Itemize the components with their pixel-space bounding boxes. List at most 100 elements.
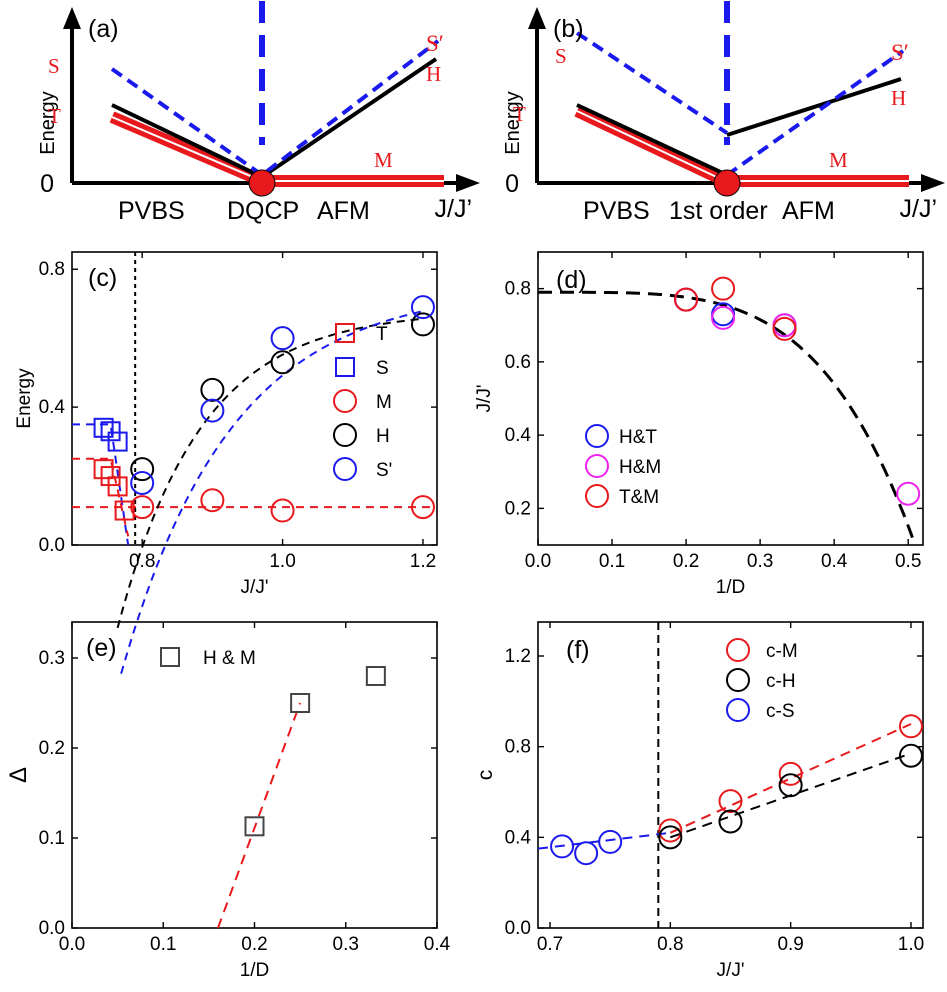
e-marker-0 [244,816,265,837]
c-ytick-label-0: 0.0 [39,535,65,556]
a-origin-label: 0 [40,170,54,198]
c-ytick-label-1: 0.4 [39,397,66,418]
b-T-line [574,105,909,187]
a-label-H: H [426,62,441,86]
c-frame [71,251,438,546]
d-marker-T&M [711,276,736,301]
a-x-arrow [456,174,480,192]
e-xtick-label-1: 0.1 [150,934,176,955]
d-marker-T&M [674,287,699,312]
d-xtick-label-1: 0.1 [599,551,625,572]
e-fit-line [217,702,302,929]
f-xtick-label-3: 1.0 [898,934,924,955]
e-xlabel: 1/D [240,960,270,981]
d-marker-T&M [772,316,797,341]
d-legend-marker-2 [585,484,609,508]
c-legend-marker-2 [333,389,357,413]
d-frame [537,251,924,546]
b-ylabel: Energy [502,91,524,154]
e-xtick-label-4: 0.4 [424,934,451,955]
c-legend-label-4: S' [376,460,392,481]
e-ytick-label-1: 0.1 [39,828,65,849]
e-xtick-label-0: 0.0 [59,934,85,955]
c-panel-label: (c) [88,264,117,292]
c-xtick-label-2: 1.2 [410,551,436,572]
e-ytick-label-0: 0.0 [39,918,65,939]
f-xtick-label-0: 0.7 [537,934,563,955]
c-marker-M [200,488,225,513]
d-legend-label-1: H&M [619,457,661,478]
d-legend-label-2: T&M [619,487,659,508]
e-marker-2 [365,666,386,686]
d-panel-label: (d) [556,266,587,294]
a-S-line [110,39,440,178]
c-marker-S' [270,326,295,351]
f-ytick-label-1: 0.4 [505,827,532,848]
e-ytick-label-3: 0.3 [39,648,65,669]
c-marker-T [107,476,128,497]
f-marker-c-H [778,773,803,798]
d-ytick-label-1: 0.4 [505,425,532,446]
e-ytick-label-2: 0.2 [39,738,65,759]
d-legend-label-0: H&T [619,427,657,448]
d-ytick-label-2: 0.6 [505,352,531,373]
c-marker-S' [130,470,155,495]
c-marker-M [410,495,435,520]
d-ytick-label-3: 0.8 [505,279,531,300]
f-marker-c-S [574,841,599,866]
d-legend-marker-1 [585,454,609,478]
b-label-T: T [513,102,526,126]
d-ytick-label-0: 0.2 [505,498,531,519]
b-H-left [576,103,728,177]
a-critical-point [248,169,276,197]
f-cM-fit [669,723,912,834]
panel-d: 0.0 0.1 0.2 0.3 0.4 0.5 0.2 0.4 0.6 0.8 (d) J/J' 1/D… [474,251,924,598]
c-marker-M [130,495,155,520]
b-x-arrow [921,174,945,192]
f-legend-marker-2 [726,698,750,722]
c-ytick-label-2: 0.8 [39,259,65,280]
a-label-M: M [374,148,393,172]
c-marker-T [114,500,135,521]
e-ylabel: Δ [5,767,32,783]
b-region-label-1: 1st order [669,197,768,225]
panel-f: 0.7 0.8 0.9 1.0 0.0 0.4 0.8 1.2 (f) c J/J' c-M c-H c-… [474,621,924,981]
f-legend-label-2: c-S [766,701,795,722]
b-y-arrow [528,7,546,29]
f-ytick-label-3: 1.2 [505,646,531,667]
d-fit-curve [538,290,915,541]
a-label-S: S [48,54,60,78]
c-marker-M [270,498,295,523]
d-xtick-label-2: 0.2 [673,551,699,572]
f-ylabel: c [474,770,497,781]
panel-b: (b) 0 Energy J/J’ PVBS 1st order AFM S T M S′ H [502,1,945,225]
f-marker-c-M [778,761,803,786]
f-legend-marker-1 [726,668,750,692]
d-xtick-label-3: 0.3 [747,551,773,572]
c-legend-label-0: T [376,324,388,345]
f-legend-label-1: c-H [766,671,796,692]
b-label-M: M [829,148,848,172]
d-marker-H&M [896,481,921,506]
c-xlabel: J/J' [241,577,269,598]
f-xtick-label-1: 0.8 [657,934,683,955]
d-ylabel: J/J' [474,385,495,413]
f-marker-c-H [898,743,923,768]
e-legend-label: H & M [203,648,256,669]
a-panel-label: (a) [88,15,119,43]
c-H-fit [116,317,424,629]
c-marker-S' [410,295,435,320]
f-legend-marker-0 [726,638,750,662]
f-marker-c-H [658,825,683,850]
a-xlabel: J/J’ [435,195,473,223]
c-legend-marker-0 [335,323,355,343]
f-ytick-label-2: 0.8 [505,737,531,758]
b-H-right [726,77,902,137]
c-marker-S [107,431,128,452]
panel-e: 0.0 0.1 0.2 0.3 0.4 0.0 0.1 0.2 0.3 (e) Δ 1/D H & M [5,621,451,981]
a-label-T: T [48,104,61,128]
d-xtick-label-5: 0.5 [895,551,921,572]
c-legend-label-3: H [376,426,390,447]
